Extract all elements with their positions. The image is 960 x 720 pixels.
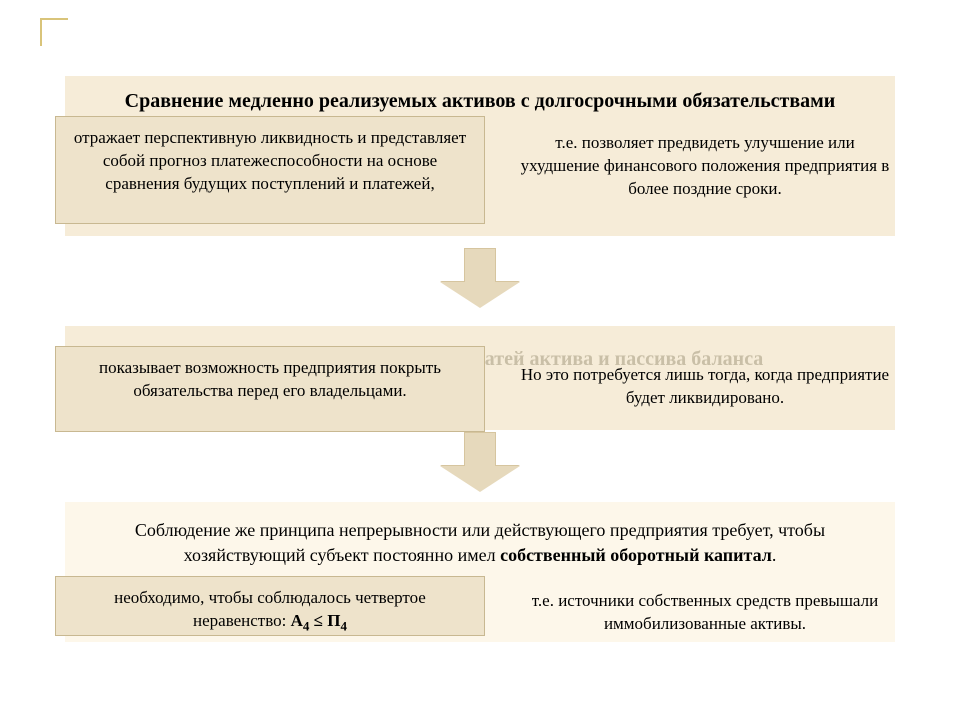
- section-1-right-text: т.е. позволяет предвидеть улучшение или …: [505, 124, 905, 209]
- formula-sub-p: 4: [340, 618, 347, 633]
- section-3-left-pre: необходимо, чтобы соблюдалось четвертое …: [114, 588, 426, 630]
- section-2-left-box: показывает возможность предприятия покры…: [55, 346, 485, 432]
- formula-p: П: [327, 611, 340, 630]
- arrow-2: [440, 442, 520, 492]
- formula-a: А: [291, 611, 303, 630]
- section-2-left-text: показывает возможность предприятия покры…: [99, 358, 441, 400]
- arrow-1-stem: [464, 248, 496, 286]
- arrow-2-head: [440, 466, 520, 492]
- section-2: Сравнение итогов IV группы статей актива…: [65, 326, 895, 430]
- section-1-left-text: отражает перспективную ликвидность и пре…: [74, 128, 466, 193]
- section-3-right-text-span: т.е. источники собственных средств превы…: [532, 591, 878, 633]
- arrow-1: [440, 258, 520, 308]
- formula-op: ≤: [309, 611, 327, 630]
- corner-frame: [40, 18, 68, 46]
- section-3-body-post: .: [772, 545, 777, 565]
- section-3-right-text: т.е. источники собственных средств превы…: [505, 582, 905, 644]
- section-2-right-text: Но это потребуется лишь тогда, когда пре…: [505, 356, 905, 418]
- section-1-right-text-span: т.е. позволяет предвидеть улучшение или …: [521, 133, 890, 198]
- section-2-right-text-span: Но это потребуется лишь тогда, когда пре…: [521, 365, 889, 407]
- section-1-heading-text: Сравнение медленно реализуемых активов с…: [125, 90, 836, 112]
- section-3-body-bold: собственный оборотный капитал: [500, 545, 772, 565]
- arrow-2-stem: [464, 432, 496, 470]
- section-1: Сравнение медленно реализуемых активов с…: [65, 76, 895, 236]
- arrow-1-head: [440, 282, 520, 308]
- section-1-left-box: отражает перспективную ликвидность и пре…: [55, 116, 485, 224]
- section-3: Соблюдение же принципа непрерывности или…: [65, 502, 895, 642]
- section-3-left-box: необходимо, чтобы соблюдалось четвертое …: [55, 576, 485, 636]
